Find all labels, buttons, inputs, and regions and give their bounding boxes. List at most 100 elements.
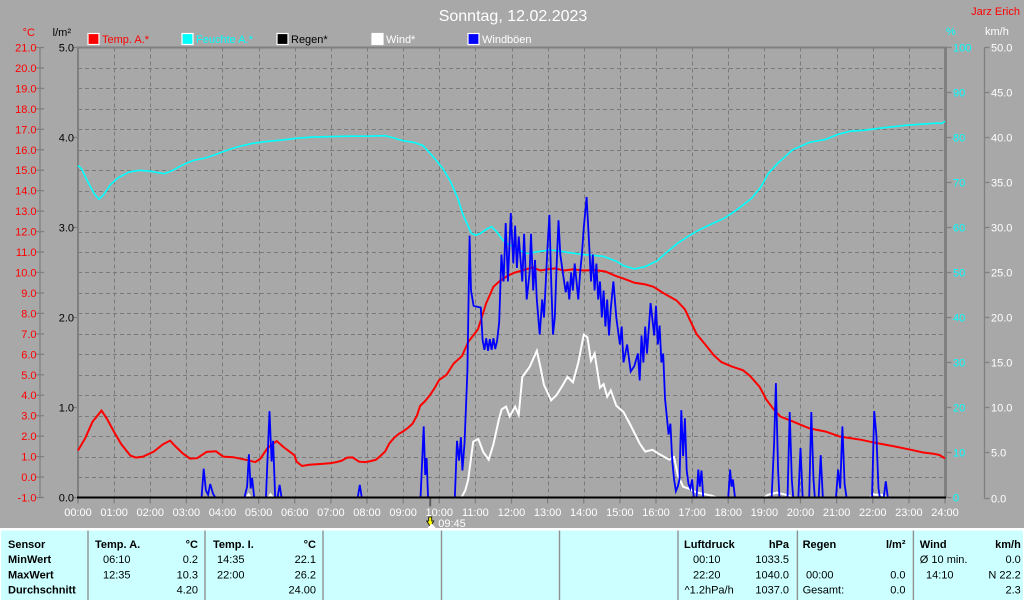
svg-text:MaxWert: MaxWert bbox=[8, 569, 54, 581]
svg-text:Ø 10 min.: Ø 10 min. bbox=[920, 554, 968, 566]
svg-text:l/m²: l/m² bbox=[53, 27, 72, 39]
svg-text:14:00: 14:00 bbox=[570, 507, 598, 519]
svg-text:Regen: Regen bbox=[803, 539, 837, 551]
svg-text:25.0: 25.0 bbox=[991, 268, 1012, 280]
svg-text:Sonntag, 12.02.2023: Sonntag, 12.02.2023 bbox=[439, 8, 588, 25]
svg-text:22:20: 22:20 bbox=[693, 569, 721, 581]
svg-text:50: 50 bbox=[953, 268, 965, 280]
svg-text:10.0: 10.0 bbox=[15, 268, 36, 280]
svg-text:Sensor: Sensor bbox=[8, 539, 46, 551]
svg-text:km/h: km/h bbox=[985, 26, 1009, 38]
svg-text:9.0: 9.0 bbox=[21, 288, 36, 300]
svg-text:5.0: 5.0 bbox=[991, 448, 1006, 460]
svg-text:20.0: 20.0 bbox=[991, 313, 1012, 325]
svg-text:10.3: 10.3 bbox=[177, 569, 198, 581]
svg-text:Windböen: Windböen bbox=[482, 34, 532, 46]
svg-text:14.0: 14.0 bbox=[15, 186, 36, 198]
svg-text:30.0: 30.0 bbox=[991, 223, 1012, 235]
svg-text:22:00: 22:00 bbox=[859, 507, 887, 519]
svg-text:13:00: 13:00 bbox=[534, 507, 562, 519]
svg-text:11:00: 11:00 bbox=[462, 507, 489, 519]
svg-text:l/m²: l/m² bbox=[886, 539, 906, 551]
svg-text:12.0: 12.0 bbox=[15, 227, 36, 239]
svg-text:08:00: 08:00 bbox=[353, 507, 381, 519]
svg-text:20:00: 20:00 bbox=[787, 507, 815, 519]
svg-text:05:00: 05:00 bbox=[245, 507, 273, 519]
svg-text:19:00: 19:00 bbox=[751, 507, 779, 519]
svg-text:4.0: 4.0 bbox=[21, 390, 36, 402]
svg-text:01:00: 01:00 bbox=[100, 507, 128, 519]
svg-text:1037.0: 1037.0 bbox=[755, 585, 789, 597]
svg-text:60: 60 bbox=[953, 223, 965, 235]
svg-text:0.0: 0.0 bbox=[890, 585, 905, 597]
svg-text:10.0: 10.0 bbox=[991, 403, 1012, 415]
svg-text:Wind: Wind bbox=[920, 539, 947, 551]
svg-text:26.2: 26.2 bbox=[295, 569, 316, 581]
svg-text:06:00: 06:00 bbox=[281, 507, 309, 519]
svg-text:07:00: 07:00 bbox=[317, 507, 345, 519]
svg-text:8.0: 8.0 bbox=[21, 308, 36, 320]
svg-text:2.3: 2.3 bbox=[1006, 585, 1021, 597]
svg-text:35.0: 35.0 bbox=[991, 178, 1012, 190]
svg-text:10: 10 bbox=[953, 448, 965, 460]
svg-text:0.2: 0.2 bbox=[183, 554, 198, 566]
svg-text:24:00: 24:00 bbox=[931, 507, 959, 519]
svg-text:1040.0: 1040.0 bbox=[755, 569, 789, 581]
svg-text:0.0: 0.0 bbox=[1006, 554, 1021, 566]
svg-text:24.00: 24.00 bbox=[288, 585, 316, 597]
svg-text:Durchschnitt: Durchschnitt bbox=[8, 585, 76, 597]
svg-text:Wind*: Wind* bbox=[386, 34, 416, 46]
svg-text:20.0: 20.0 bbox=[15, 63, 36, 75]
svg-text:14:10: 14:10 bbox=[926, 569, 954, 581]
svg-text:hPa: hPa bbox=[769, 539, 790, 551]
svg-text:21.0: 21.0 bbox=[15, 43, 36, 55]
svg-text:12:35: 12:35 bbox=[103, 569, 131, 581]
svg-text:21:00: 21:00 bbox=[823, 507, 851, 519]
svg-text:MinWert: MinWert bbox=[8, 554, 52, 566]
svg-text:09:00: 09:00 bbox=[389, 507, 417, 519]
svg-text:15.0: 15.0 bbox=[15, 165, 36, 177]
svg-text:2.0: 2.0 bbox=[59, 313, 74, 325]
svg-text:Regen*: Regen* bbox=[291, 34, 328, 46]
svg-text:10:00: 10:00 bbox=[425, 507, 453, 519]
svg-text:0.0: 0.0 bbox=[890, 569, 905, 581]
svg-text:Gesamt:: Gesamt: bbox=[803, 585, 845, 597]
svg-text:Jarz Erich: Jarz Erich bbox=[971, 6, 1020, 18]
svg-text:23:00: 23:00 bbox=[895, 507, 923, 519]
svg-text:0.0: 0.0 bbox=[59, 493, 74, 505]
svg-text:13.0: 13.0 bbox=[15, 206, 36, 218]
svg-text:17:00: 17:00 bbox=[678, 507, 706, 519]
svg-text:22:00: 22:00 bbox=[217, 569, 245, 581]
svg-text:3.0: 3.0 bbox=[59, 223, 74, 235]
svg-text:4.20: 4.20 bbox=[177, 585, 198, 597]
svg-text:18.0: 18.0 bbox=[15, 104, 36, 116]
svg-text:6.0: 6.0 bbox=[21, 349, 36, 361]
svg-text:Feuchte A.*: Feuchte A.* bbox=[196, 34, 254, 46]
svg-text:7.0: 7.0 bbox=[21, 329, 36, 341]
svg-text:14:35: 14:35 bbox=[217, 554, 245, 566]
svg-text:06:10: 06:10 bbox=[103, 554, 131, 566]
svg-text:16:00: 16:00 bbox=[642, 507, 670, 519]
svg-text:N 22.2: N 22.2 bbox=[988, 569, 1020, 581]
svg-text:Temp. A.: Temp. A. bbox=[95, 539, 140, 551]
svg-text:0.0: 0.0 bbox=[21, 472, 36, 484]
svg-text:70: 70 bbox=[953, 178, 965, 190]
svg-text:12:00: 12:00 bbox=[498, 507, 526, 519]
svg-text:15.0: 15.0 bbox=[991, 358, 1012, 370]
svg-text:Luftdruck: Luftdruck bbox=[684, 539, 736, 551]
svg-text:18:00: 18:00 bbox=[714, 507, 742, 519]
svg-text:2.0: 2.0 bbox=[21, 431, 36, 443]
svg-text:45.0: 45.0 bbox=[991, 88, 1012, 100]
svg-text:30: 30 bbox=[953, 358, 965, 370]
svg-text:03:00: 03:00 bbox=[173, 507, 201, 519]
svg-text:15:00: 15:00 bbox=[606, 507, 634, 519]
svg-text:22.1: 22.1 bbox=[295, 554, 316, 566]
svg-text:00:10: 00:10 bbox=[693, 554, 721, 566]
svg-text:80: 80 bbox=[953, 133, 965, 145]
svg-text:°C: °C bbox=[186, 539, 198, 551]
svg-text:5.0: 5.0 bbox=[21, 370, 36, 382]
svg-text:Temp. I.: Temp. I. bbox=[213, 539, 254, 551]
svg-text:Temp. A.*: Temp. A.* bbox=[102, 34, 150, 46]
svg-text:%: % bbox=[946, 26, 956, 38]
svg-text:°C: °C bbox=[23, 27, 35, 39]
